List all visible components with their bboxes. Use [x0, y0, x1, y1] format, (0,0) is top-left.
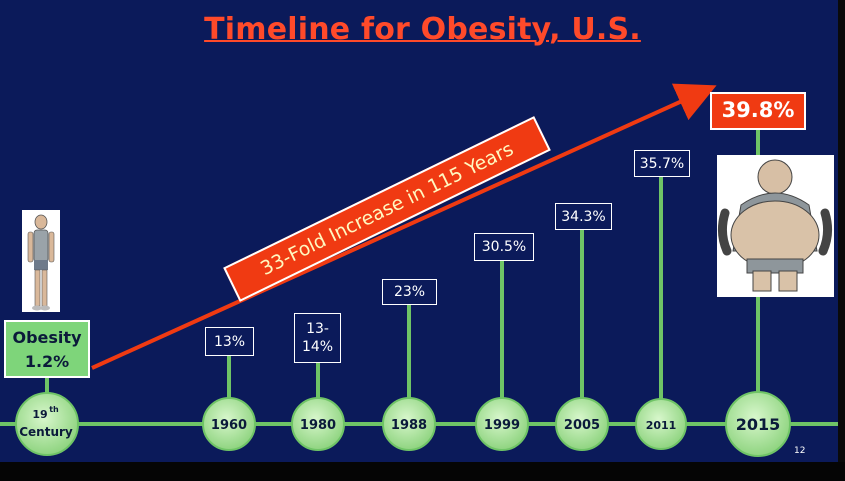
node-1999: 1999: [475, 397, 529, 451]
value-box-2005: 34.3%: [555, 203, 612, 230]
node-label-19: 19: [32, 408, 47, 421]
node-1960: 1960: [202, 397, 256, 451]
node-year-1988: 1988: [391, 418, 427, 433]
trend-arrow: [91, 83, 717, 370]
window-edge: [838, 0, 845, 462]
thin-person-icon: [22, 210, 60, 312]
node-label-th: th: [49, 405, 59, 414]
value-box-2011: 35.7%: [634, 150, 690, 177]
node-2011: 2011: [635, 398, 687, 450]
value-box-1960: 13%: [205, 327, 254, 356]
value-1980-line1: 13-: [306, 321, 329, 337]
start-value-box: Obesity 1.2%: [4, 320, 90, 378]
node-year-2015: 2015: [736, 415, 781, 434]
node-label-century: Century: [19, 425, 73, 439]
bottom-bar: [0, 462, 845, 481]
end-value-box: 39.8%: [710, 92, 806, 130]
node-year-2005: 2005: [564, 418, 600, 433]
node-year-1960: 1960: [211, 418, 247, 433]
value-box-1999: 30.5%: [474, 233, 534, 261]
node-19th-century: 19 th Century: [15, 392, 79, 456]
value-box-1988: 23%: [382, 279, 437, 305]
node-2015: 2015: [725, 391, 791, 457]
node-2005: 2005: [555, 397, 609, 451]
start-value: 1.2%: [24, 352, 70, 371]
slide-number: 12: [794, 446, 806, 456]
node-year-2011: 2011: [646, 419, 677, 432]
value-box-1980: 13- 14%: [294, 313, 341, 363]
node-1980: 1980: [291, 397, 345, 451]
slide-title: Timeline for Obesity, U.S.: [204, 12, 641, 47]
slide: [0, 0, 838, 462]
obese-person-icon: [717, 155, 834, 297]
start-label: Obesity: [12, 328, 82, 347]
node-1988: 1988: [382, 397, 436, 451]
value-1980-line2: 14%: [301, 339, 334, 355]
node-year-1980: 1980: [300, 418, 336, 433]
node-year-1999: 1999: [484, 418, 520, 433]
timeline-diagram: 19 th Century 1960 1980 1988 1999 2005 2…: [0, 83, 838, 457]
